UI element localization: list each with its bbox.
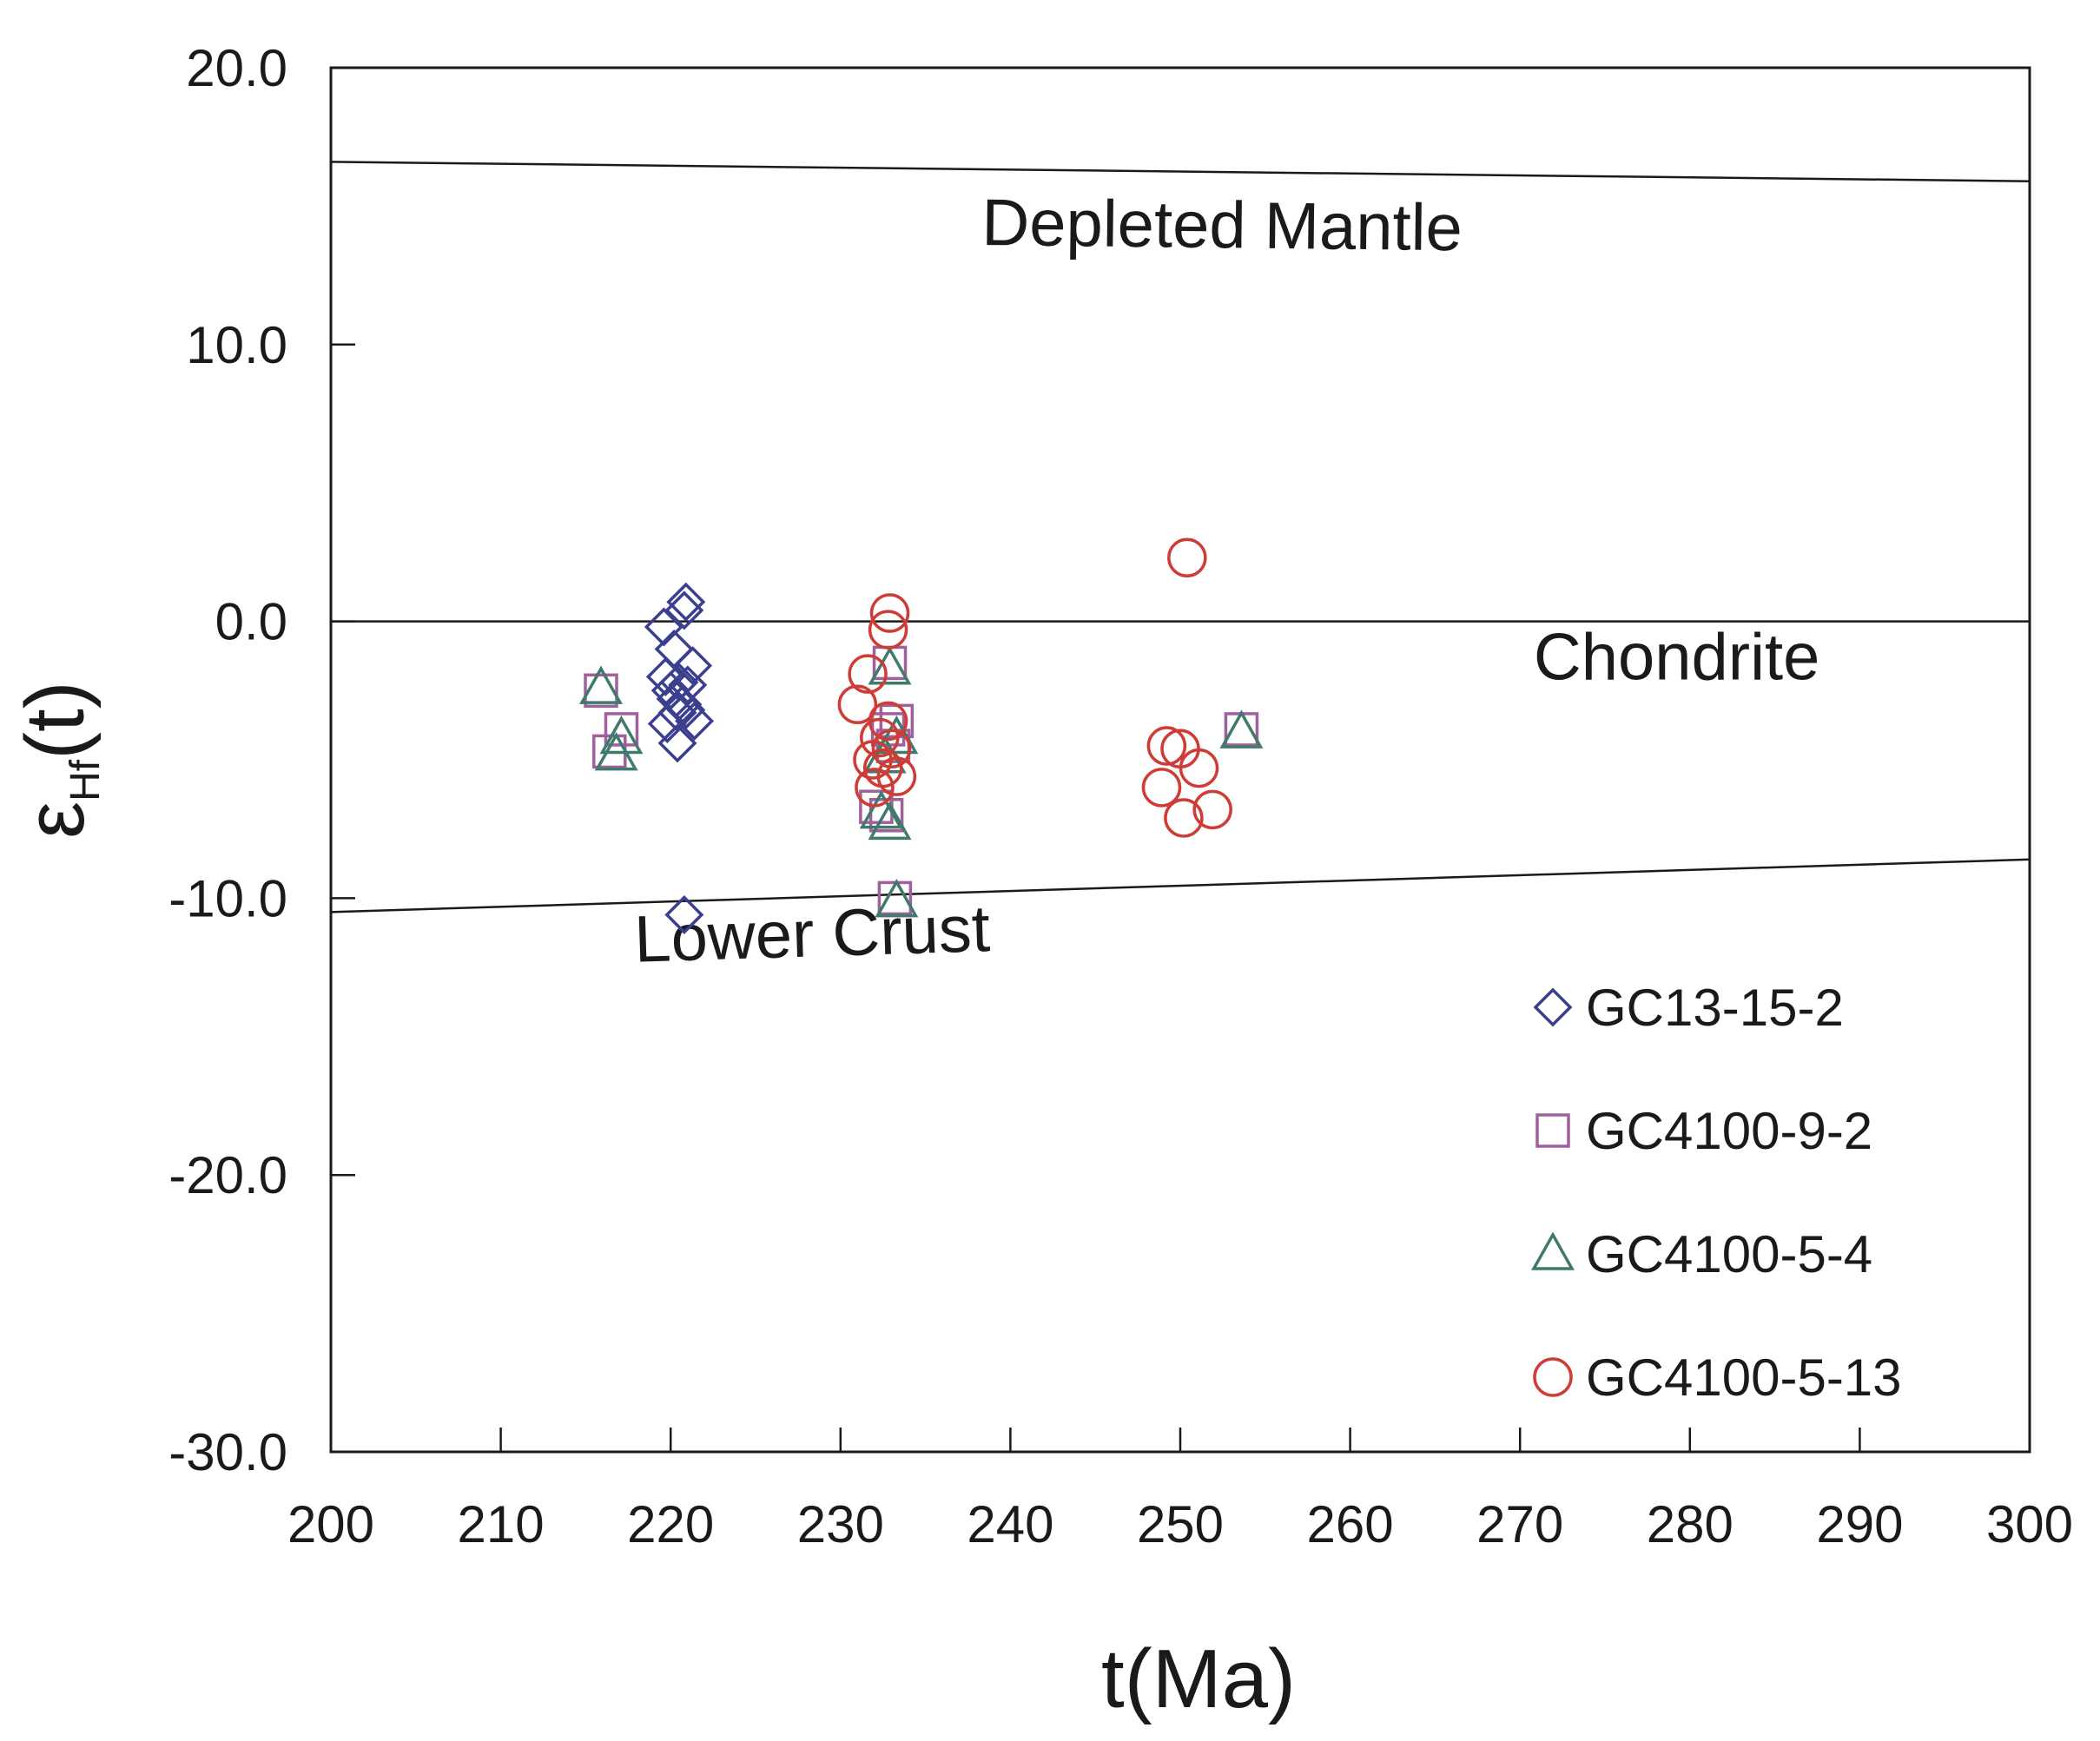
point-gc4100-5-13: [848, 654, 888, 694]
data-points: [579, 537, 1264, 935]
y-tick-label: -20.0: [168, 1146, 287, 1204]
y-axis-title-main: ε: [9, 801, 102, 839]
point-gc13-15-2: [664, 590, 704, 630]
point-gc4100-5-13: [1146, 726, 1187, 766]
chondrite-label: Chondrite: [1534, 621, 1820, 695]
point-gc4100-5-4: [868, 801, 912, 841]
point-gc13-15-2: [647, 704, 687, 744]
point-gc13-15-2: [673, 646, 713, 686]
lower-crust-label: Lower Crust: [633, 892, 991, 977]
point-gc4100-5-4: [579, 665, 624, 704]
x-tick-label: 280: [1647, 1495, 1733, 1553]
legend-marker-gc4100-9-2: [1535, 1113, 1570, 1148]
depleted-mantle-label: Depleted Mantle: [981, 186, 1463, 265]
point-gc4100-5-4: [859, 790, 903, 829]
x-tick-label: 210: [458, 1495, 545, 1553]
x-axis: 200 210 220 230 240 250 260 270 280 290 300: [287, 1428, 2073, 1553]
point-gc4100-5-13: [869, 593, 910, 633]
y-tick-label: 10.0: [186, 316, 287, 374]
x-axis-title: t(Ma): [1101, 1632, 1296, 1725]
legend-label-gc13-15-2: GC13-15-2: [1586, 979, 1844, 1037]
point-gc4100-5-13: [855, 768, 895, 808]
point-gc4100-5-4: [599, 715, 644, 755]
legend-label-gc4100-9-2: GC4100-9-2: [1586, 1102, 1872, 1160]
point-gc13-15-2: [645, 656, 685, 696]
legend-label-gc4100-5-13: GC4100-5-13: [1586, 1349, 1902, 1407]
x-tick-label: 200: [287, 1495, 374, 1553]
legend-label-gc4100-5-4: GC4100-5-4: [1586, 1225, 1872, 1283]
y-axis-title: εHf(t): [9, 681, 109, 838]
point-gc4100-5-13: [837, 684, 878, 724]
y-tick-label: -30.0: [168, 1423, 287, 1481]
x-tick-label: 300: [1986, 1495, 2073, 1553]
y-tick-label: 20.0: [186, 39, 287, 97]
point-gc4100-5-13: [1167, 537, 1207, 578]
point-gc4100-5-13: [871, 729, 912, 768]
depleted-mantle-line: [330, 161, 2031, 182]
point-gc4100-5-13: [1179, 748, 1219, 788]
y-tick-label: -10.0: [168, 869, 287, 927]
point-gc4100-5-13: [1164, 798, 1204, 838]
x-tick-label: 290: [1816, 1495, 1903, 1553]
point-gc13-15-2: [675, 701, 715, 741]
legend: GC13-15-2 GC4100-9-2 GC4100-5-4 GC4100-5-13: [1531, 979, 1902, 1407]
y-tick-label: 0.0: [215, 593, 287, 651]
legend-marker-gc4100-5-13: [1533, 1357, 1573, 1397]
x-tick-label: 240: [967, 1495, 1053, 1553]
point-gc4100-5-4: [594, 732, 638, 771]
point-gc4100-5-13: [1192, 789, 1232, 830]
point-gc4100-5-13: [860, 717, 900, 758]
legend-marker-gc4100-5-4: [1531, 1231, 1575, 1270]
y-axis-title-subscript: Hf: [63, 759, 109, 801]
point-gc13-15-2: [657, 723, 697, 763]
point-gc4100-5-4: [875, 879, 919, 918]
x-tick-label: 220: [627, 1495, 714, 1553]
x-tick-label: 230: [797, 1495, 884, 1553]
point-gc4100-5-13: [876, 756, 917, 796]
point-gc4100-9-2: [584, 673, 618, 709]
x-tick-label: 260: [1307, 1495, 1394, 1553]
point-gc13-15-2: [644, 607, 683, 647]
point-gc4100-5-13: [1141, 768, 1182, 808]
point-gc13-15-2: [666, 582, 706, 622]
legend-marker-gc13-15-2: [1533, 987, 1573, 1027]
point-gc4100-5-4: [1219, 709, 1264, 748]
point-gc4100-5-4: [868, 646, 912, 685]
svg-text:εHf(t): εHf(t): [9, 681, 109, 838]
x-tick-label: 270: [1476, 1495, 1563, 1553]
y-axis-title-suffix: (t): [9, 681, 102, 760]
y-axis: 20.0 10.0 0.0 -10.0 -20.0 -30.0: [168, 39, 355, 1481]
point-gc4100-5-13: [868, 610, 908, 650]
point-gc13-15-2: [666, 690, 706, 730]
point-gc13-15-2: [664, 895, 704, 935]
x-tick-label: 250: [1137, 1495, 1224, 1553]
lower-crust-line: [330, 858, 2031, 913]
